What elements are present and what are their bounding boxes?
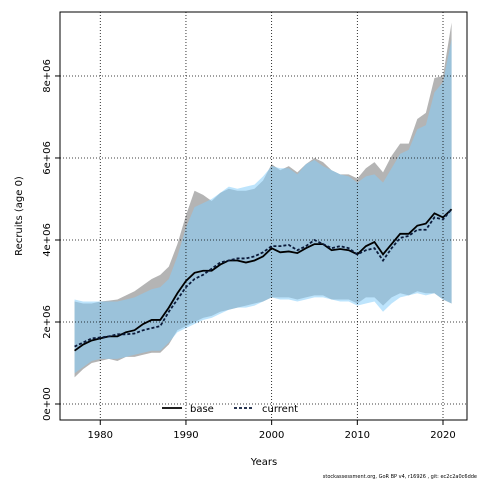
x-axis-label: Years [250,457,277,468]
y-tick-label: 8e+06 [42,59,53,93]
legend-label: current [262,404,298,415]
x-tick-label: 2010 [345,430,370,441]
confidence-band [74,39,452,374]
y-tick-label: 6e+06 [42,141,53,175]
footnote: stockassessment.org, GoR BP v4, r16926 ,… [323,474,477,480]
y-tick-label: 2e+06 [42,305,53,339]
series-line [74,208,453,352]
x-tick-label: 1990 [173,430,198,441]
x-tick-label: 2000 [259,430,284,441]
y-tick-label: 0e+00 [42,387,53,421]
series-line [74,208,453,348]
legend-label: base [190,404,214,415]
plot-frame [59,11,468,421]
y-tick-label: 4e+06 [42,223,53,257]
y-axis-label: Recruits (age 0) [14,176,25,256]
x-tick-label: 1980 [88,430,113,441]
x-tick-label: 2020 [430,430,455,441]
